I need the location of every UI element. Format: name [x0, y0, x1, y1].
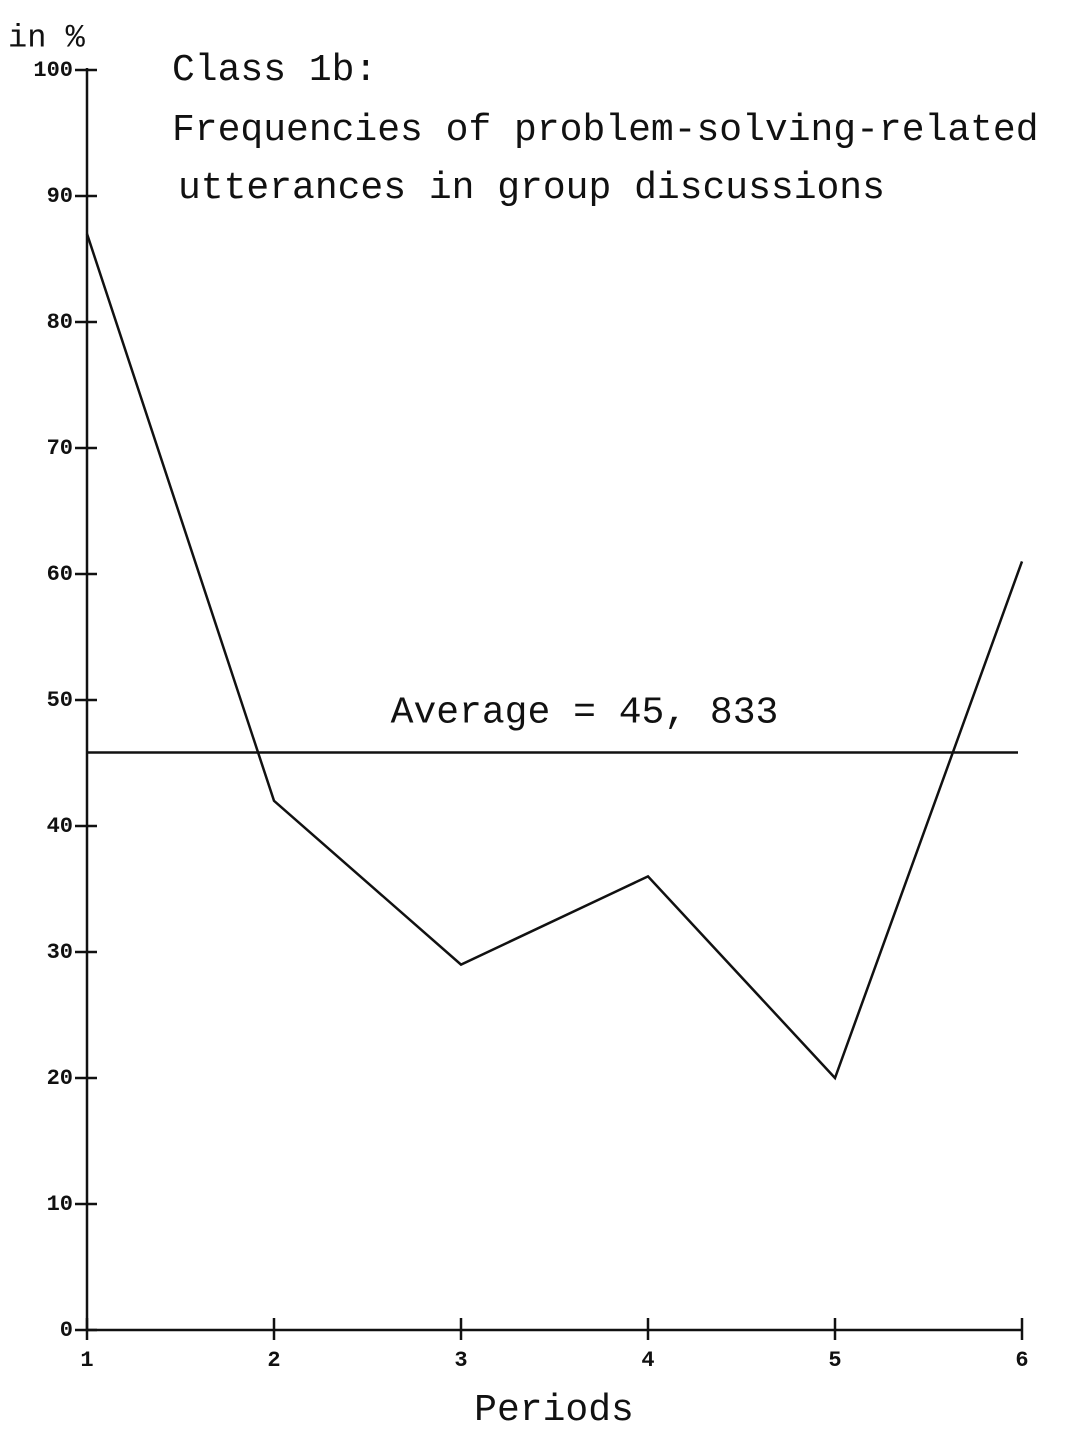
- y-tick-label: 20: [47, 1066, 73, 1091]
- chart-title-line: utterances in group discussions: [178, 167, 885, 210]
- y-tick-label: 50: [47, 688, 73, 713]
- x-tick-label: 4: [641, 1348, 654, 1373]
- x-tick-label: 2: [267, 1348, 280, 1373]
- y-tick-label: 60: [47, 562, 73, 587]
- y-tick-label: 40: [47, 814, 73, 839]
- y-tick-label: 90: [47, 184, 73, 209]
- x-tick-label: 6: [1015, 1348, 1028, 1373]
- x-axis-label: Periods: [474, 1389, 634, 1429]
- y-tick-label: 80: [47, 310, 73, 335]
- data-line: [85, 233, 1024, 1081]
- chart-title-line: Class 1b:: [172, 49, 377, 92]
- y-tick-label: 30: [47, 940, 73, 965]
- y-tick-label: 0: [60, 1318, 73, 1343]
- y-axis-label: in %: [8, 19, 86, 56]
- y-tick-label: 100: [33, 58, 73, 83]
- x-tick-label: 3: [454, 1348, 467, 1373]
- x-tick-label: 1: [80, 1348, 93, 1373]
- x-tick-label: 5: [828, 1348, 841, 1373]
- y-tick-label: 70: [47, 436, 73, 461]
- chart-title-line: Frequencies of problem-solving-related: [172, 109, 1039, 152]
- y-tick-label: 10: [47, 1192, 73, 1217]
- annotation: Average = 45, 833: [391, 692, 779, 735]
